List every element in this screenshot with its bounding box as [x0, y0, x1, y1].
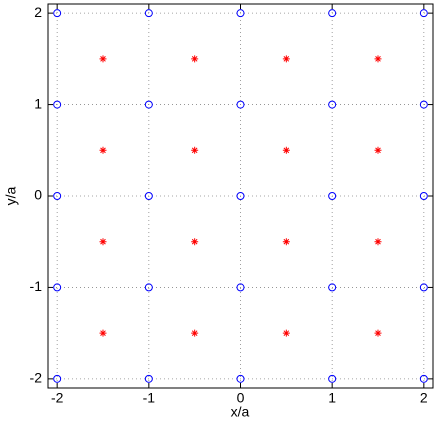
- point: [328, 100, 337, 109]
- point: [419, 283, 428, 292]
- point: [99, 329, 107, 337]
- point: [236, 100, 245, 109]
- point: [282, 146, 290, 154]
- point: [328, 374, 337, 383]
- x-tick-label: 1: [328, 390, 336, 406]
- point: [53, 374, 62, 383]
- point: [191, 238, 199, 246]
- x-tick-label: 2: [420, 390, 428, 406]
- point: [328, 283, 337, 292]
- y-tick-label: -1: [30, 278, 43, 294]
- y-tick-label: 2: [34, 4, 42, 20]
- point: [99, 55, 107, 63]
- marker-stroke: [282, 329, 290, 337]
- marker-stroke: [99, 238, 107, 246]
- point: [191, 55, 199, 63]
- marker-stroke: [99, 329, 107, 337]
- point: [419, 9, 428, 18]
- point: [374, 238, 382, 246]
- point: [53, 9, 62, 18]
- x-tick-label: -1: [143, 390, 156, 406]
- point: [419, 192, 428, 200]
- point: [236, 374, 245, 383]
- point: [419, 374, 428, 383]
- point: [99, 146, 107, 154]
- point: [328, 192, 337, 200]
- marker-stroke: [282, 238, 290, 246]
- x-tick-label: 0: [237, 390, 245, 406]
- point: [282, 329, 290, 337]
- plot-frame: [47, 3, 434, 389]
- y-tick-label: 1: [34, 95, 42, 111]
- point: [144, 100, 153, 109]
- point: [236, 192, 245, 200]
- marker-stroke: [374, 238, 382, 246]
- x-axis-label: x/a: [231, 404, 250, 420]
- point: [282, 238, 290, 246]
- marker-stroke: [374, 329, 382, 337]
- point: [236, 283, 245, 292]
- marker-stroke: [191, 146, 199, 154]
- point: [374, 55, 382, 63]
- point: [144, 9, 153, 18]
- marker-stroke: [99, 146, 107, 154]
- point: [282, 55, 290, 63]
- point: [328, 9, 337, 18]
- marker-stroke: [191, 329, 199, 337]
- marker-stroke: [282, 146, 290, 154]
- point: [191, 146, 199, 154]
- y-axis-label: y/a: [3, 186, 19, 205]
- point: [53, 283, 62, 292]
- point: [144, 283, 153, 292]
- point: [53, 192, 62, 200]
- point: [144, 192, 153, 200]
- y-tick-label: -2: [30, 370, 43, 386]
- marker-stroke: [191, 238, 199, 246]
- point: [419, 100, 428, 109]
- point: [236, 9, 245, 18]
- marker-stroke: [191, 55, 199, 63]
- point: [144, 374, 153, 383]
- y-tick-label: 0: [34, 187, 42, 203]
- marker-stroke: [374, 146, 382, 154]
- point: [99, 238, 107, 246]
- marker-stroke: [99, 55, 107, 63]
- marker-stroke: [374, 55, 382, 63]
- point: [374, 329, 382, 337]
- point: [53, 100, 62, 109]
- marker-stroke: [282, 55, 290, 63]
- point: [374, 146, 382, 154]
- point: [191, 329, 199, 337]
- x-tick-label: -2: [51, 390, 64, 406]
